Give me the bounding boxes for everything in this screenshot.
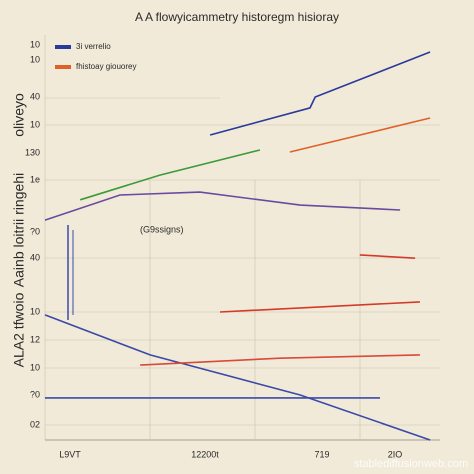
y-tick-label: 02 [30, 419, 40, 429]
y-tick-label: 1e [30, 174, 40, 184]
legend-label: 3i verrelio [76, 42, 111, 51]
series-line [140, 354, 420, 366]
y-tick-label: 40 [30, 252, 40, 262]
series-line [289, 117, 431, 153]
chart-title: A A flowyicammetry historegm hisioray [135, 10, 339, 24]
x-tick-label: 2IO [388, 449, 403, 459]
y-tick-label: 130 [25, 147, 40, 157]
legend-swatch [55, 45, 71, 49]
y-axis-title: oliveyo [11, 93, 27, 137]
legend-label: fhistoay giouorey [76, 62, 136, 71]
series-line [44, 191, 401, 221]
y-tick-label: ?0 [30, 389, 40, 399]
y-tick-label: ?0 [30, 226, 40, 236]
y-axis-title: ALA2 tfwoio [11, 292, 27, 367]
y-tick-label: 10 [30, 39, 40, 49]
x-tick-label: 719 [314, 449, 329, 459]
x-tick-label: L9VT [59, 449, 81, 459]
x-tick-label: 12200t [191, 449, 219, 459]
series-line [209, 51, 431, 136]
y-tick-label: 10 [30, 119, 40, 129]
y-tick-label: 12 [30, 334, 40, 344]
y-tick-label: 40 [30, 91, 40, 101]
series-line [219, 301, 420, 313]
watermark: stablediffusionweb.com [354, 458, 468, 470]
y-tick-label: 10 [30, 306, 40, 316]
legend-swatch [55, 65, 71, 69]
y-tick-label: 10 [30, 362, 40, 372]
series-line [44, 314, 431, 441]
decoration [44, 35, 440, 441]
y-tick-label: 10 [30, 54, 40, 64]
y-axis-title: Aainb loitrii ringehi [11, 173, 27, 287]
series-line [79, 149, 261, 201]
series-line [359, 254, 416, 259]
annotation: (G9ssigns) [140, 224, 184, 234]
